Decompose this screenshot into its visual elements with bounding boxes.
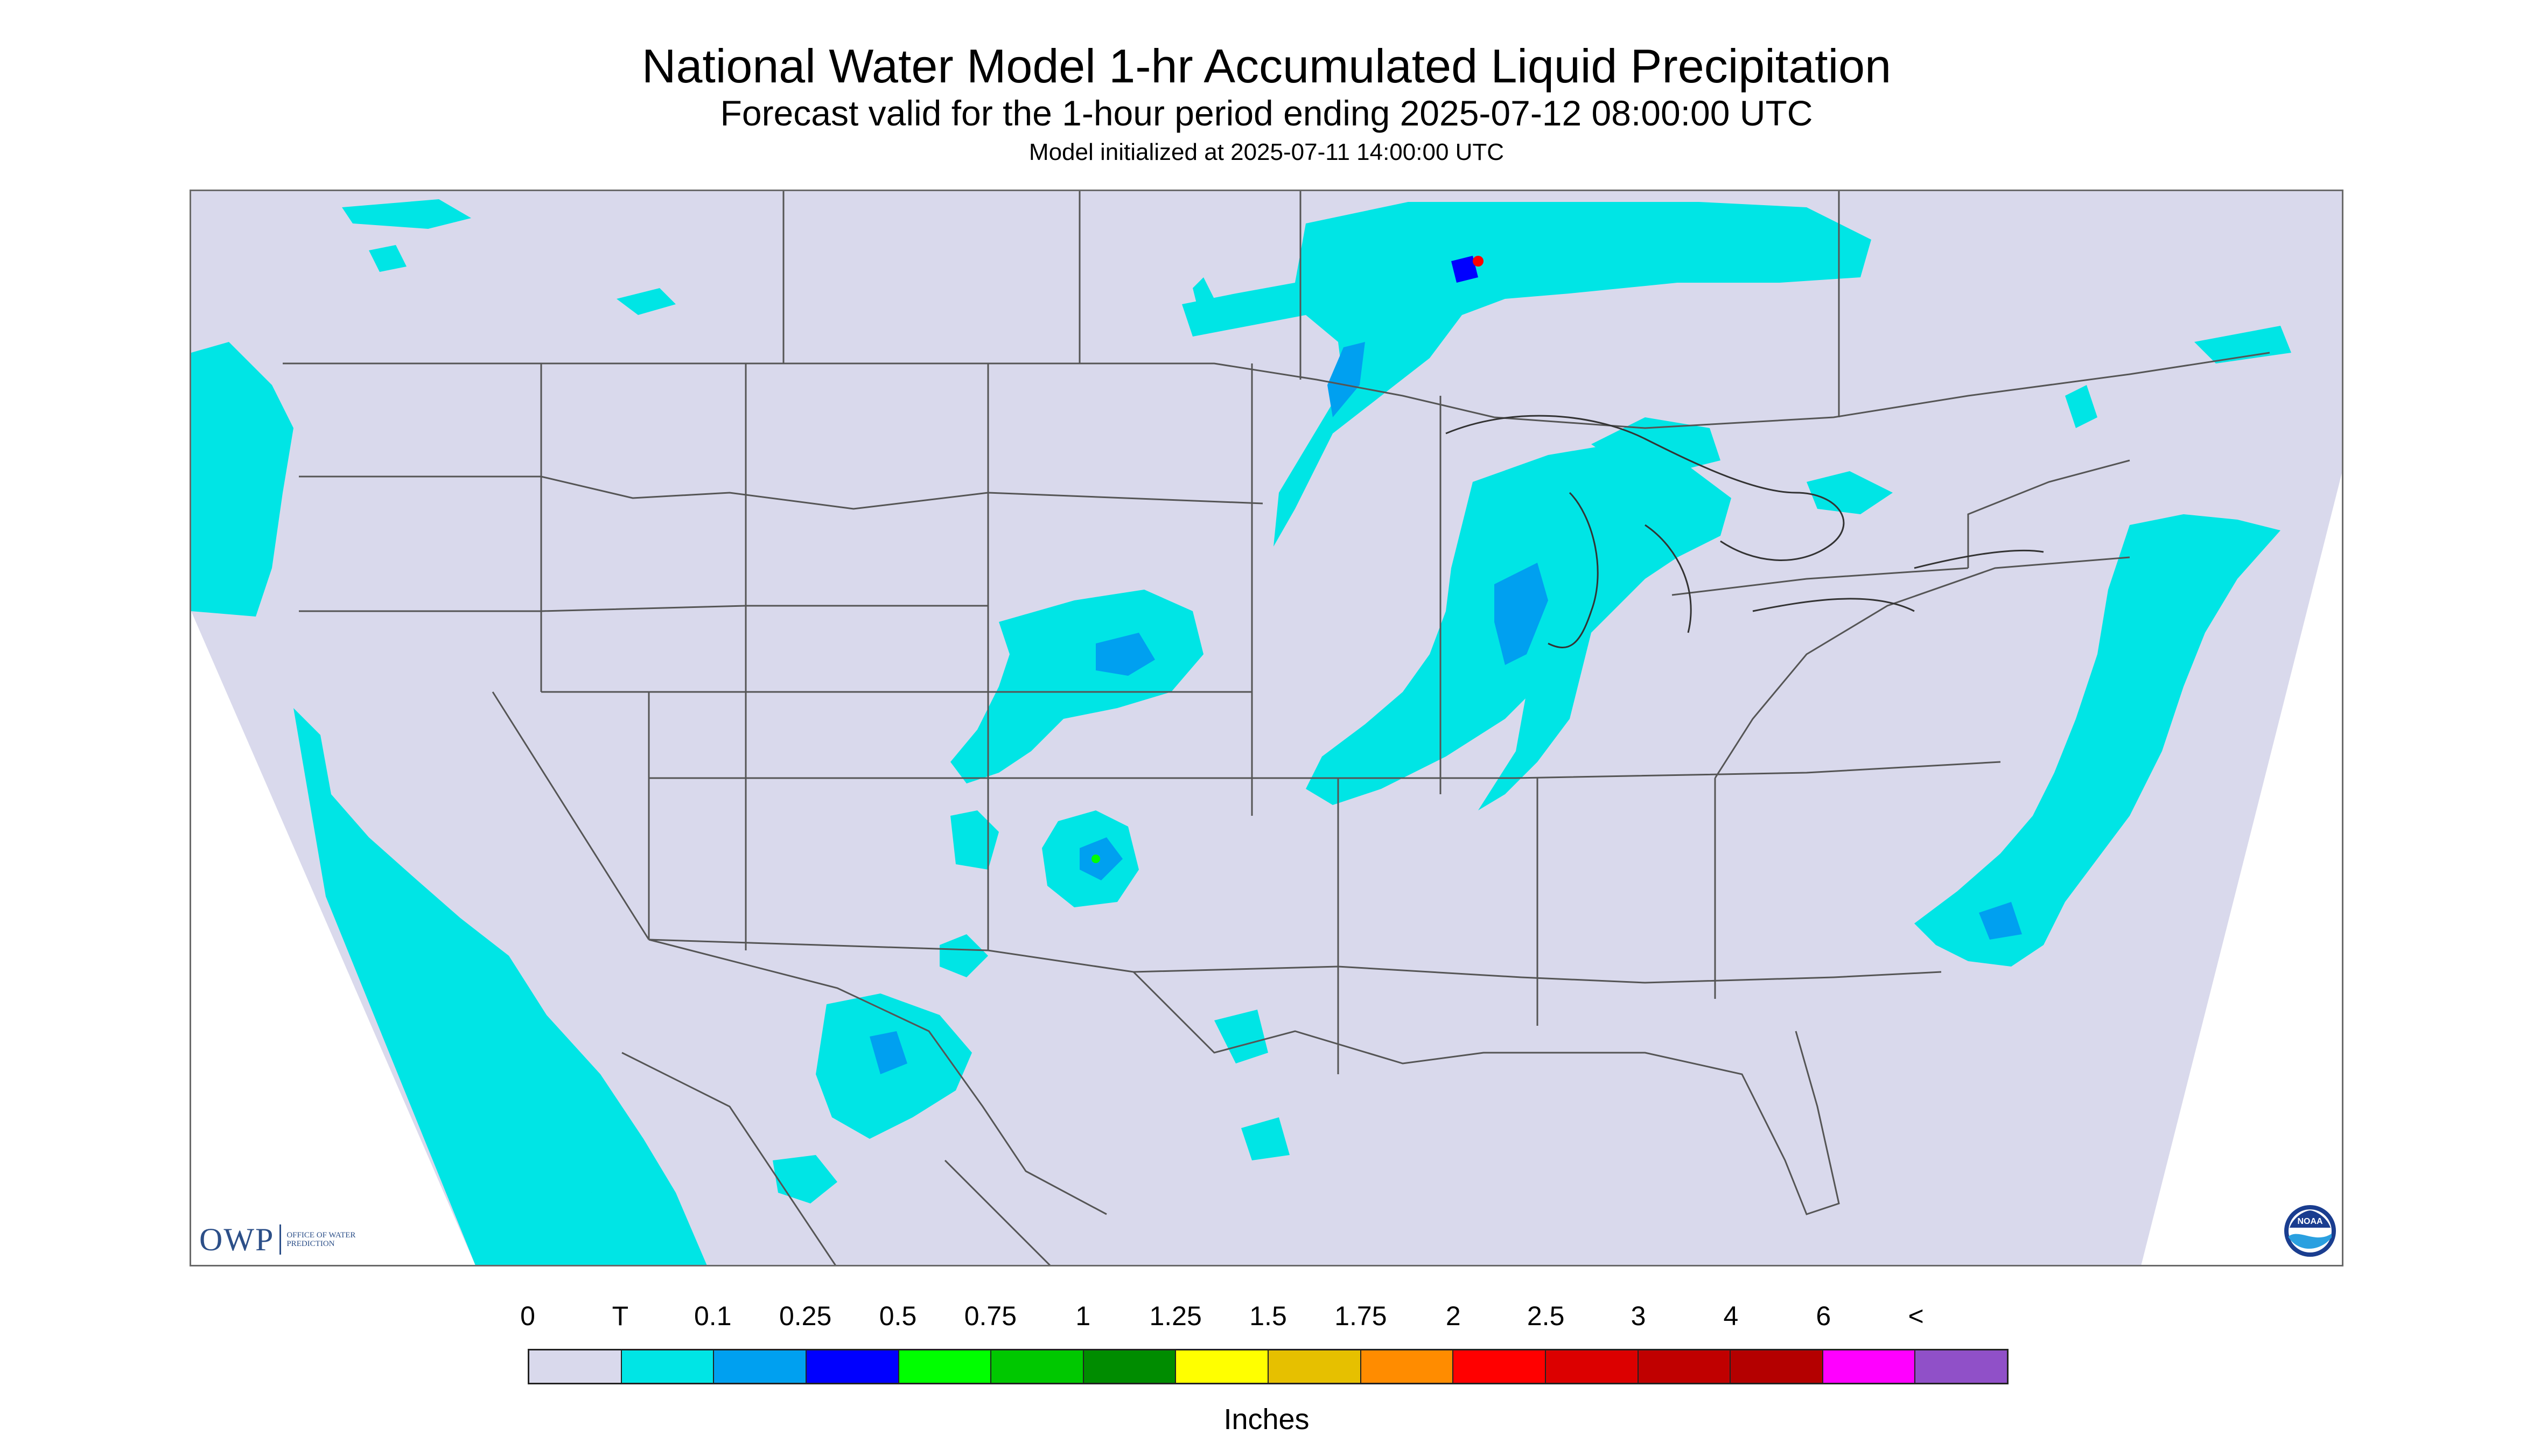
owp-logo-letters: OWP (199, 1221, 275, 1257)
baja-coast-precip (503, 1085, 685, 1265)
legend-tick-label: 0.25 (779, 1301, 832, 1331)
core-oklahoma (1080, 837, 1123, 880)
legend-swatch (991, 1350, 1084, 1383)
legend-tick-label: 6 (1816, 1301, 1831, 1331)
legend-tick-label: 1 (1075, 1301, 1091, 1331)
map-canvas (191, 191, 2342, 1265)
great-lakes (1445, 415, 2044, 648)
legend-tick-label: 2.5 (1527, 1301, 1565, 1331)
legend-swatch (621, 1350, 715, 1383)
legend-tick-label: 1.5 (1249, 1301, 1287, 1331)
ne-canada-precip (2194, 326, 2291, 363)
core-heavy-spot (1473, 256, 1484, 267)
model-init-text: Model initialized at 2025-07-11 14:00:00… (1028, 139, 1505, 165)
gulf-precip-2 (1241, 1117, 1290, 1160)
legend-units: Inches (1223, 1403, 1310, 1436)
legend-swatch (1731, 1350, 1823, 1383)
legend-colorbar (528, 1349, 2009, 1384)
legend-tick-label: 3 (1631, 1301, 1646, 1331)
canada-precip-west (342, 199, 471, 229)
mexico-precip (773, 1155, 837, 1203)
noaa-logo: NOAA (2284, 1205, 2336, 1257)
owp-logo-divider (279, 1224, 282, 1255)
noaa-logo-wave (2289, 1234, 2332, 1249)
legend-swatch (899, 1350, 992, 1383)
core-heavy-spot-ok (1091, 855, 1100, 863)
legend-tick-label: 0.75 (964, 1301, 1017, 1331)
legend-labels: 0 T 0.1 0.25 0.5 0.75 1 1.25 1.5 1.75 2 2.5 3 4 6 < (0, 1300, 2533, 1338)
gulf-precip (1214, 1010, 1268, 1063)
legend-tick-label: 2 (1445, 1301, 1461, 1331)
map-subtitle: Forecast valid for the 1-hour period end… (720, 93, 1813, 133)
legend-tick-label: 4 (1723, 1301, 1739, 1331)
noaa-logo-text: NOAA (2297, 1217, 2323, 1226)
core-kansas (1096, 633, 1155, 676)
legend-tick-label: 0.1 (694, 1301, 732, 1331)
precipitation-map (190, 190, 2343, 1266)
legend-tick-label: 0 (520, 1301, 535, 1331)
legend-swatch (714, 1350, 807, 1383)
core-minnesota (1327, 342, 1365, 417)
owp-logo-subtext: OFFICE OF WATER PREDICTION (286, 1231, 356, 1248)
legend-swatch (1269, 1350, 1361, 1383)
atlantic-precip (1914, 514, 2280, 967)
pacific-precip (191, 342, 293, 617)
legend-swatch (1361, 1350, 1454, 1383)
core-wisconsin (1494, 563, 1548, 665)
legend-swatch (806, 1350, 899, 1383)
legend-tick-label: 1.75 (1334, 1301, 1387, 1331)
colorado-precip (950, 810, 999, 870)
map-title: National Water Model 1-hr Accumulated Li… (641, 39, 1892, 93)
legend-tick-label: 0.5 (879, 1301, 917, 1331)
pacific-precip-south (293, 708, 707, 1265)
nm-precip (940, 934, 988, 977)
core-atlantic (1979, 902, 2022, 940)
state-boundaries (283, 191, 2270, 1265)
legend-swatch (1083, 1350, 1177, 1383)
legend-swatch (1176, 1350, 1269, 1383)
model-domain (191, 191, 2342, 1265)
legend-tick-label: T (612, 1301, 629, 1331)
upper-midwest-precip (1182, 202, 1871, 547)
legend-swatch (1453, 1350, 1546, 1383)
canada-precip-bc (369, 245, 407, 272)
legend-swatch (1545, 1350, 1639, 1383)
quebec-precip (2065, 385, 2097, 428)
legend-swatch (529, 1350, 622, 1383)
owp-logo: OWP OFFICE OF WATER PREDICTION (199, 1218, 362, 1261)
legend-swatch (1638, 1350, 1731, 1383)
noaa-logo-bird (2290, 1210, 2331, 1228)
canada-precip-ab (617, 288, 676, 315)
legend-swatch (1823, 1350, 1916, 1383)
core-texas (870, 1031, 907, 1074)
legend-swatch (1915, 1350, 2007, 1383)
great-lakes-east-precip (1807, 471, 1893, 514)
iowa-illinois-precip (1478, 600, 1591, 810)
legend-tick-label: < (1908, 1301, 1924, 1331)
core-upper-mi (1451, 256, 1478, 283)
legend-tick-label: 1.25 (1149, 1301, 1202, 1331)
